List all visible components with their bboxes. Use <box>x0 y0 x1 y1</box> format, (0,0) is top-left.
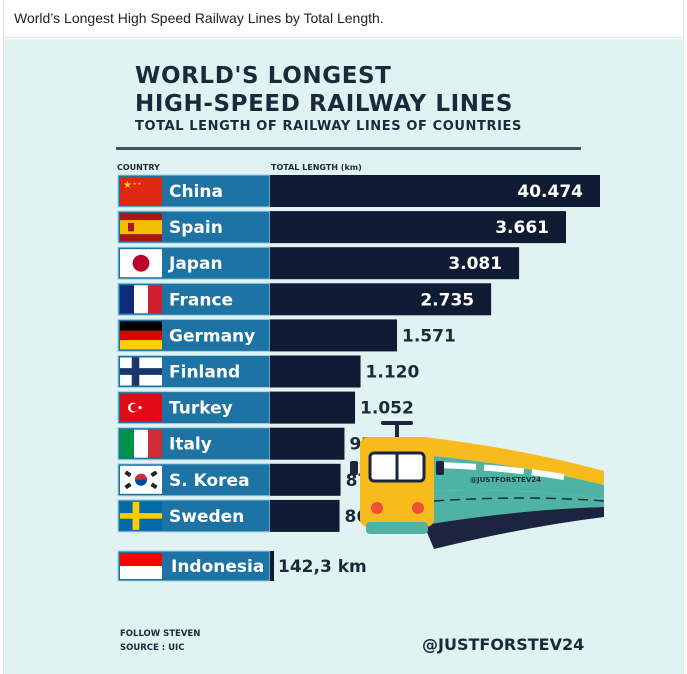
title-divider <box>116 147 581 150</box>
flag-finland-icon <box>120 357 162 386</box>
country-label: Japan <box>168 254 223 274</box>
train-roof-stripe <box>424 437 604 485</box>
value-bar <box>270 247 520 280</box>
bar-row-japan: Japan 3.081 <box>117 246 520 280</box>
image-frame: World’s Longest High Speed Railway Lines… <box>3 0 684 674</box>
value-bar <box>270 283 492 316</box>
train-illustration: @JUSTFORSTEV24 <box>350 421 605 549</box>
country-label: Italy <box>169 435 212 455</box>
flag-sweden-icon <box>120 501 162 530</box>
flag-china-icon: ★ ★ ★ <box>120 177 162 205</box>
value-label: 142,3 km <box>278 557 367 577</box>
flag-italy-icon <box>120 429 162 458</box>
value-label: 40.474 <box>517 182 583 202</box>
train-windows <box>435 462 565 480</box>
column-header-country: COUNTRY <box>117 163 160 172</box>
bar-chart: ★ ★ ★ China 40.474 Spain 3.661 Japan 3.081 Franc… <box>117 174 605 582</box>
country-label: China <box>169 182 223 202</box>
bar-row-turkey: Turkey 1.052 <box>117 391 414 425</box>
country-label: Turkey <box>169 399 233 419</box>
poster-title-line1: WORLD'S LONGEST <box>135 63 392 89</box>
value-bar <box>270 175 600 207</box>
bar-row-italy: Italy921 <box>117 427 385 461</box>
svg-text:★: ★ <box>123 180 132 191</box>
poster-subtitle: TOTAL LENGTH OF RAILWAY LINES OF COUNTRI… <box>135 119 522 134</box>
train-watermark: @JUSTFORSTEV24 <box>470 476 541 484</box>
bar-row-s-korea: S. Korea873 <box>117 463 381 497</box>
country-label: S. Korea <box>169 471 250 491</box>
image-caption: World’s Longest High Speed Railway Lines… <box>14 10 384 26</box>
value-label: 3.081 <box>448 254 502 274</box>
right-headlight <box>412 502 424 514</box>
bar-row-indonesia: Indonesia 142,3 km <box>117 550 367 582</box>
value-bar <box>270 427 345 460</box>
value-bar <box>270 391 356 424</box>
left-mirror <box>350 461 358 475</box>
value-bar <box>270 319 398 352</box>
left-headlight <box>371 502 383 514</box>
bar-row-china: ★ ★ ★ China 40.474 <box>117 174 600 208</box>
flag-japan-icon <box>120 249 162 278</box>
train-dash-line <box>433 497 605 502</box>
train-bumper <box>366 522 428 534</box>
value-label: 2.735 <box>420 290 474 310</box>
footer-source: SOURCE : UIC <box>120 643 185 653</box>
value-bar <box>270 355 361 388</box>
value-label: 3.661 <box>495 218 549 238</box>
value-bar <box>270 211 566 244</box>
flag-france-icon <box>120 285 162 314</box>
caption-bar: World’s Longest High Speed Railway Lines… <box>4 0 683 38</box>
country-label: Indonesia <box>171 557 264 577</box>
country-label: Germany <box>169 326 255 346</box>
right-mirror <box>436 461 444 475</box>
value-bar <box>270 551 274 581</box>
flag-spain-icon <box>120 213 162 242</box>
bar-row-france: France 2.735 <box>117 282 492 316</box>
bar-row-spain: Spain 3.661 <box>117 210 566 244</box>
value-label: 1.571 <box>402 326 456 346</box>
flag-germany-icon <box>120 321 162 350</box>
flag-turkey-icon <box>120 393 162 422</box>
country-label: Sweden <box>169 507 244 527</box>
country-label: Spain <box>169 218 223 238</box>
country-label: France <box>169 290 233 310</box>
value-label: 1.120 <box>366 363 420 383</box>
footer-follow: FOLLOW STEVEN <box>120 629 201 639</box>
value-bar <box>270 499 340 532</box>
flag-indonesia-icon <box>120 553 162 579</box>
bar-row-germany: Germany 1.571 <box>117 318 456 352</box>
value-bar <box>270 463 341 496</box>
bar-row-sweden: Sweden860 <box>117 499 380 533</box>
train-underside <box>424 507 604 549</box>
infographic-poster: WORLD'S LONGEST HIGH-SPEED RAILWAY LINES… <box>4 39 683 674</box>
column-header-length: TOTAL LENGTH (km) <box>271 163 362 172</box>
value-label: 1.052 <box>360 399 414 419</box>
poster-title-line2: HIGH-SPEED RAILWAY LINES <box>135 91 514 117</box>
country-label: Finland <box>169 363 240 383</box>
svg-text:★ ★: ★ ★ <box>133 181 142 186</box>
pantograph-pole <box>395 423 399 439</box>
flag-south-korea-icon <box>120 465 162 494</box>
bar-row-finland: Finland 1.120 <box>117 355 420 388</box>
footer-handle: @JUSTFORSTEV24 <box>422 635 585 654</box>
